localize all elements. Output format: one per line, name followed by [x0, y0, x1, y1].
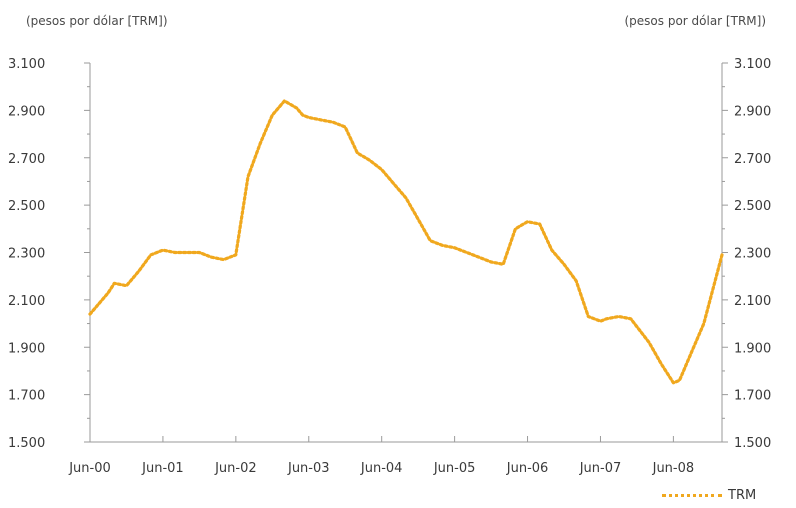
- x-tick-label: Jun-00: [68, 461, 111, 476]
- y-tick-label-right: 1.700: [734, 389, 771, 404]
- y-tick-label-left: 2.300: [8, 247, 45, 262]
- x-tick-label: Jun-07: [579, 461, 622, 476]
- x-tick-label: Jun-05: [433, 461, 476, 476]
- y-axis-label-right: (pesos por dólar [TRM]): [624, 14, 766, 28]
- y-tick-label-right: 1.500: [734, 436, 771, 451]
- y-tick-label-right: 1.900: [734, 341, 771, 356]
- x-tick-label: Jun-06: [506, 461, 549, 476]
- y-tick-label-left: 2.700: [8, 152, 45, 167]
- x-tick-label: Jun-02: [214, 461, 257, 476]
- y-tick-label-right: 2.700: [734, 152, 771, 167]
- y-tick-label-left: 1.900: [8, 341, 45, 356]
- x-tick-label: Jun-01: [141, 461, 184, 476]
- y-tick-label-right: 2.500: [734, 199, 771, 214]
- legend-label-trm: TRM: [728, 487, 757, 503]
- y-tick-label-right: 3.100: [734, 57, 771, 72]
- x-tick-label: Jun-04: [360, 461, 403, 476]
- y-axis-label-left: (pesos por dólar [TRM]): [26, 14, 168, 28]
- series-line-trm: [88, 99, 724, 385]
- x-tick-label: Jun-03: [287, 461, 330, 476]
- y-tick-label-right: 2.300: [734, 247, 771, 262]
- y-tick-label-left: 1.700: [8, 389, 45, 404]
- x-tick-label: Jun-08: [652, 461, 695, 476]
- y-tick-label-left: 2.900: [8, 104, 45, 119]
- y-tick-label-left: 3.100: [8, 57, 45, 72]
- y-tick-label-right: 2.900: [734, 104, 771, 119]
- legend-swatch-trm: [662, 493, 722, 497]
- y-tick-label-right: 2.100: [734, 294, 771, 309]
- y-tick-label-left: 1.500: [8, 436, 45, 451]
- y-tick-label-left: 2.100: [8, 294, 45, 309]
- legend: TRM: [662, 486, 756, 504]
- y-tick-label-left: 2.500: [8, 199, 45, 214]
